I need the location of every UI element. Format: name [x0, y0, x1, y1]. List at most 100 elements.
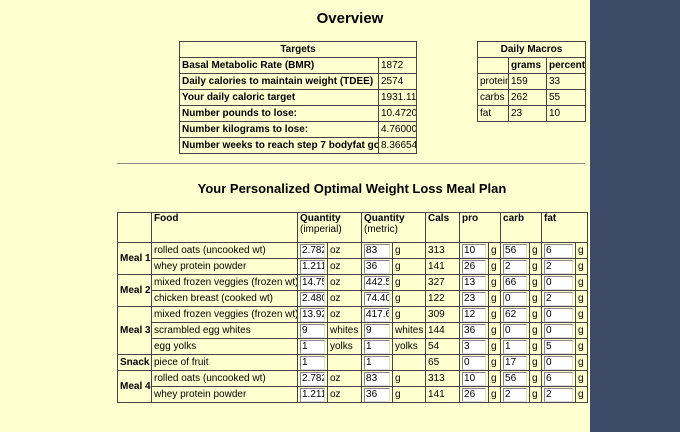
column-subheader: (imperial): [300, 224, 342, 235]
food-name: chicken breast (cooked wt): [151, 290, 298, 307]
pro: 3: [462, 339, 487, 354]
column-header-text: fat: [544, 213, 557, 225]
fat: 6: [544, 371, 574, 386]
macro-row: fat 23 10: [477, 105, 586, 122]
unit-metric: g: [392, 290, 427, 307]
qty-metric-cell: 442.5: [361, 274, 394, 291]
carb: 17: [503, 355, 528, 370]
fat: 2: [544, 387, 574, 402]
meal-plan-table: Food Quantity (imperial) Quantity (metric) Ca…: [117, 212, 589, 403]
qty-metric-cell: 1: [361, 354, 394, 371]
pro-unit: g: [488, 290, 502, 307]
fat-unit: g: [575, 370, 589, 387]
food-name: mixed frozen veggies (frozen wt): [151, 306, 298, 323]
qty-imperial-cell: 2.480: [297, 290, 328, 307]
column-header-text: Cals: [428, 213, 450, 225]
column-header: pro: [459, 212, 502, 243]
pro: 26: [462, 259, 487, 274]
carb-unit: g: [529, 370, 543, 387]
pro-unit: g: [488, 258, 502, 275]
macro-label: carbs: [477, 89, 509, 106]
macro-value: 55: [546, 89, 586, 106]
column-header: Cals: [425, 212, 461, 243]
pro: 12: [462, 307, 487, 322]
carb-cell: 2: [500, 258, 531, 275]
calories: 54: [425, 338, 461, 355]
meal-row: whey protein powder 1.211 oz 36 g 141 26 g 2 g 2 g: [118, 386, 589, 403]
fat-cell: 5: [541, 338, 577, 355]
unit-imperial: oz: [326, 290, 363, 307]
unit-metric: g: [392, 306, 427, 323]
qty-metric: 36: [364, 259, 391, 274]
qty-metric: 417.6: [364, 307, 391, 322]
column-header: carb: [500, 212, 543, 243]
fat-cell: 2: [541, 386, 577, 403]
pro: 10: [462, 371, 487, 386]
qty-imperial: 13.92: [300, 307, 325, 322]
target-label: Basal Metabolic Rate (BMR): [179, 57, 379, 74]
macro-row: carbs 262 55: [477, 89, 586, 106]
qty-metric-cell: 36: [361, 258, 394, 275]
carb-cell: 56: [500, 370, 531, 387]
fat: 0: [544, 355, 574, 370]
qty-imperial: 1.211: [300, 387, 325, 402]
qty-imperial: 2.480: [300, 291, 325, 306]
qty-imperial-cell: 1: [297, 338, 328, 355]
food-name: rolled oats (uncooked wt): [151, 370, 298, 387]
target-row: Number kilograms to lose: 4.76000: [179, 121, 418, 138]
qty-imperial-cell: 14.75: [297, 274, 328, 291]
meal-row: Snack piece of fruit 1 1 65 0 g 17 g 0 g: [117, 354, 589, 371]
unit-imperial: yolks: [326, 338, 363, 355]
fat-unit: g: [575, 290, 589, 307]
target-value: 1931.11: [377, 89, 418, 106]
carb-cell: 2: [500, 386, 531, 403]
qty-imperial-cell: 13.92: [297, 306, 328, 323]
pro-cell: 36: [459, 322, 490, 339]
unit-metric: g: [392, 258, 427, 275]
table-title: Daily Macros: [477, 41, 586, 58]
unit-metric: [392, 354, 427, 371]
calories: 313: [425, 370, 461, 387]
meal-name: Meal 2: [117, 274, 152, 307]
fat-unit: g: [575, 354, 589, 371]
macro-value: 159: [508, 73, 547, 90]
overview-title: Overview: [316, 10, 384, 27]
target-value: 2574: [377, 73, 418, 90]
food-name: mixed frozen veggies (frozen wt): [151, 274, 298, 291]
qty-imperial-cell: 1: [297, 354, 328, 371]
unit-metric: g: [392, 242, 427, 259]
target-value: 4.76000: [377, 121, 418, 138]
divider: [117, 163, 585, 164]
fat: 2: [544, 291, 574, 306]
qty-metric-cell: 9: [361, 322, 394, 339]
qty-metric-cell: 83: [361, 370, 394, 387]
unit-imperial: oz: [326, 386, 363, 403]
qty-metric: 83: [364, 371, 391, 386]
plan-title: Your Personalized Optimal Weight Loss Me…: [197, 181, 507, 196]
carb: 0: [503, 291, 528, 306]
meal-row: Meal 4 rolled oats (uncooked wt) 2.782 oz 83…: [117, 370, 589, 403]
fat-unit: g: [575, 338, 589, 355]
fat-cell: 0: [541, 274, 577, 291]
column-header-text: Quantity: [300, 213, 341, 225]
unit-metric: whites: [392, 322, 427, 339]
unit-imperial: whites: [326, 322, 363, 339]
column-header-text: pro: [462, 213, 479, 225]
qty-metric-cell: 74.40: [361, 290, 394, 307]
target-row: Number pounds to lose: 10.4720: [179, 105, 418, 122]
fat-cell: 6: [541, 370, 577, 387]
pro-cell: 3: [459, 338, 490, 355]
qty-imperial: 14.75: [300, 275, 325, 290]
food-name: rolled oats (uncooked wt): [151, 242, 298, 259]
table-title: Targets: [178, 41, 418, 58]
fat: 5: [544, 339, 574, 354]
meal-row: Meal 3 mixed frozen veggies (frozen wt) 13…: [117, 306, 589, 355]
carb-cell: 56: [500, 242, 531, 259]
column-header-row: grams percent: [477, 57, 586, 74]
pro: 26: [462, 387, 487, 402]
qty-imperial: 2.782: [300, 243, 325, 258]
macro-value: 23: [508, 105, 547, 122]
carb-unit: g: [529, 274, 543, 291]
pro-unit: g: [488, 242, 502, 259]
pro: 0: [462, 355, 487, 370]
